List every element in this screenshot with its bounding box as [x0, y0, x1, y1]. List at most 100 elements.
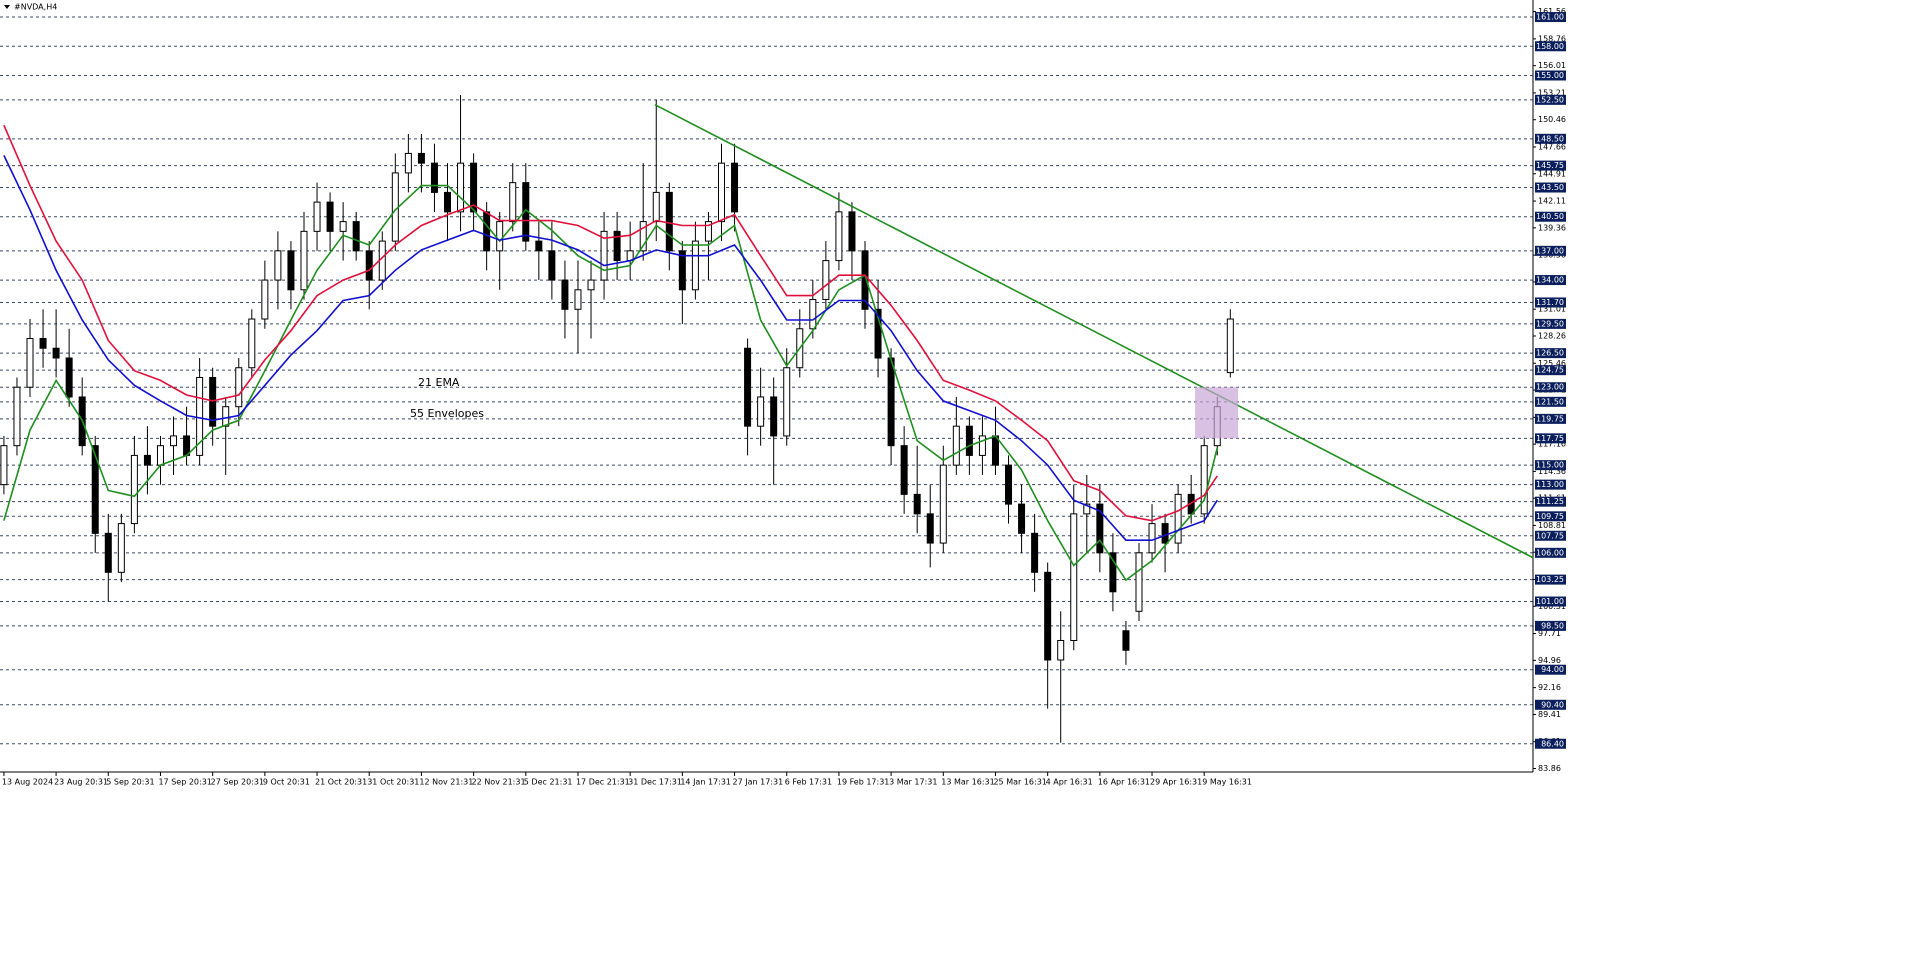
level-label: 103.25 — [1536, 575, 1564, 584]
level-label: 126.50 — [1536, 349, 1564, 358]
x-tick-label: 21 Oct 20:31 — [315, 778, 367, 787]
level-box — [1535, 160, 1566, 171]
candle-body — [156, 445, 164, 466]
x-tick-label: 5 Sep 20:31 — [106, 778, 154, 787]
candle-body — [483, 211, 491, 252]
level-label: 119.75 — [1536, 414, 1564, 423]
candle-body — [143, 454, 151, 466]
candle-body — [222, 406, 230, 427]
x-tick-label: 6 Feb 17:31 — [785, 778, 832, 787]
level-label: 117.75 — [1536, 434, 1564, 443]
y-tick-label: 97.71 — [1538, 629, 1561, 638]
level-box — [1535, 245, 1566, 256]
candle-body — [1161, 523, 1169, 544]
x-tick-label: 31 Dec 17:31 — [628, 778, 682, 787]
level-box — [1535, 94, 1566, 105]
level-label: 161.00 — [1536, 13, 1564, 22]
y-tick-label: 125.46 — [1538, 359, 1566, 368]
y-tick-label: 94.96 — [1538, 656, 1561, 665]
level-label: 124.75 — [1536, 366, 1564, 375]
level-label: 131.70 — [1536, 298, 1564, 307]
candle-body — [757, 396, 765, 427]
level-label: 137.00 — [1536, 246, 1564, 255]
candle-body — [457, 162, 465, 213]
candle-body — [704, 221, 712, 242]
x-tick-label: 23 Aug 20:31 — [54, 778, 108, 787]
candle-body — [1096, 503, 1104, 554]
x-tick-label: 19 Feb 17:31 — [837, 778, 889, 787]
ema-annotation: 21 EMA — [418, 376, 460, 389]
level-label: 101.00 — [1536, 597, 1564, 606]
title-arrow — [4, 5, 10, 9]
candle-body — [861, 250, 869, 310]
candle-body — [978, 435, 986, 456]
level-label: 111.25 — [1536, 497, 1564, 506]
level-box — [1535, 433, 1566, 444]
level-label: 145.75 — [1536, 161, 1564, 170]
candle-body — [731, 162, 739, 213]
candle-body — [665, 191, 673, 252]
candle-body — [430, 162, 438, 193]
candle-body — [509, 182, 517, 223]
level-label: 155.00 — [1536, 71, 1564, 80]
envelope-annotation: 55 Envelopes — [410, 407, 484, 420]
level-label: 86.40 — [1541, 739, 1564, 748]
candle-body — [991, 435, 999, 466]
candle-body — [313, 201, 321, 232]
x-tick-label: 31 Oct 20:31 — [367, 778, 419, 787]
candle-body — [952, 425, 960, 466]
level-box — [1535, 365, 1566, 376]
candle-body — [1031, 532, 1039, 573]
level-label: 115.00 — [1536, 461, 1564, 470]
candle-body — [809, 299, 817, 330]
candle-body — [300, 230, 308, 291]
candle-body — [170, 435, 178, 447]
level-label: 109.75 — [1536, 512, 1564, 521]
y-tick-label: 131.01 — [1538, 305, 1566, 314]
y-tick-label: 142.11 — [1538, 197, 1566, 206]
candle-body — [1200, 445, 1208, 515]
candle-body — [822, 260, 830, 301]
level-label: 106.00 — [1536, 548, 1564, 557]
y-tick-label: 139.36 — [1538, 223, 1566, 232]
level-box — [1535, 382, 1566, 393]
candle-body — [1109, 552, 1117, 593]
candle-body — [548, 250, 556, 281]
y-tick-label: 161.56 — [1538, 7, 1566, 16]
level-label: 158.00 — [1536, 42, 1564, 51]
y-tick-label: 150.46 — [1538, 115, 1566, 124]
candle-body — [26, 338, 34, 388]
candle-body — [39, 338, 47, 349]
candle-body — [535, 240, 543, 252]
candle-body — [652, 191, 660, 223]
candle-body — [783, 367, 791, 437]
candle-body — [1122, 630, 1130, 651]
candle-body — [261, 279, 269, 320]
candle-body — [744, 347, 752, 427]
candle-body — [613, 230, 621, 262]
y-tick-label: 144.91 — [1538, 169, 1566, 178]
x-tick-label: 5 Dec 21:31 — [524, 778, 573, 787]
candle-body — [352, 221, 360, 252]
candle-body — [678, 250, 686, 291]
level-box — [1535, 664, 1566, 675]
candle-body — [717, 162, 725, 223]
candle-body — [1148, 523, 1156, 554]
candle-body — [65, 357, 73, 398]
candle-body — [1057, 639, 1065, 661]
candle-body — [52, 347, 60, 359]
candle-body — [287, 250, 295, 291]
candle-body — [248, 318, 256, 369]
candle-body — [900, 445, 908, 495]
level-label: 90.40 — [1541, 700, 1564, 709]
y-tick-label: 158.76 — [1538, 34, 1566, 43]
candle-body — [1135, 552, 1143, 612]
candle-body — [404, 152, 412, 174]
trendline — [654, 104, 1534, 559]
candle-body — [1018, 503, 1026, 534]
candle-body — [926, 513, 934, 544]
level-label: 140.50 — [1536, 212, 1564, 221]
level-box — [1535, 348, 1566, 359]
